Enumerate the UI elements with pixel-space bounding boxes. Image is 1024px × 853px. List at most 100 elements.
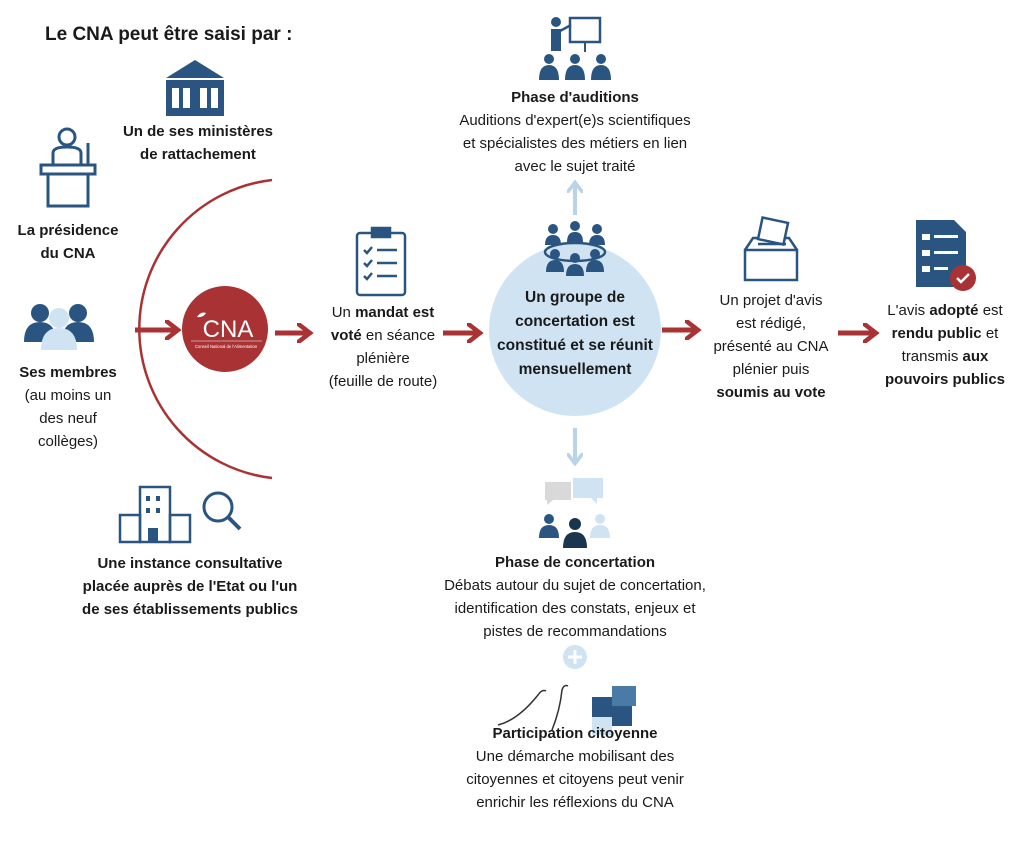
text-line: identification des constats, enjeux et	[444, 597, 706, 620]
text-segment: du CNA	[40, 245, 96, 262]
podium-speaker-icon	[39, 127, 97, 208]
text-segment: Un de ses ministères	[122, 123, 274, 140]
text-line: et spécialistes des métiers en lien	[459, 132, 690, 155]
text-segment: rendu public	[891, 325, 982, 342]
text-line: collèges)	[19, 430, 117, 453]
diagram-title: Le CNA peut être saisi par :	[45, 24, 293, 45]
approved-document-icon	[916, 220, 976, 291]
text-line: présenté au CNA	[713, 335, 828, 358]
text-line: Débats autour du sujet de concertation,	[444, 574, 706, 597]
text-segment: plénière	[356, 350, 410, 367]
text-line: Ses membres	[19, 361, 117, 384]
text-segment: enrichir les réflexions du CNA	[476, 794, 674, 811]
text-line: plénier puis	[713, 358, 828, 381]
text-segment: pistes de recommandations	[483, 623, 667, 640]
text-line: Phase de concertation	[444, 551, 706, 574]
text-segment: constitué et se réunit	[497, 337, 653, 354]
text-segment: et	[981, 325, 999, 342]
phase-concertation-text: Phase de concertation Débats autour du su…	[444, 551, 706, 643]
source-members-text: Ses membres (au moins un des neuf collèges)	[19, 361, 117, 453]
text-line: Phase d'auditions	[459, 86, 690, 109]
text-line: de ses établissements publics	[82, 598, 298, 621]
text-line: soumis au vote	[713, 381, 828, 404]
text-line: Un mandat est	[329, 301, 437, 324]
text-segment: présenté au CNA	[713, 338, 829, 355]
hands-puzzle-icon	[497, 684, 636, 735]
text-line: du CNA	[18, 242, 119, 265]
text-segment: voté	[330, 327, 362, 344]
group-circle	[489, 244, 661, 416]
text-line: pouvoirs publics	[885, 368, 1005, 391]
text-segment: L'avis	[887, 302, 930, 319]
source-presidency-text: La présidence du CNA	[18, 219, 119, 265]
text-segment: Débats autour du sujet de concertation,	[444, 577, 706, 594]
text-segment: (au moins un	[24, 387, 112, 404]
text-segment: collèges)	[37, 433, 99, 450]
text-line: La présidence	[18, 219, 119, 242]
text-segment: avec le sujet traité	[514, 158, 636, 175]
text-segment: Un groupe de	[525, 289, 625, 306]
text-segment: transmis	[901, 348, 963, 365]
text-line: avec le sujet traité	[459, 155, 690, 178]
svg-text:CNA: CNA	[203, 316, 254, 343]
text-segment: mandat est	[355, 304, 435, 321]
ballot-box-icon	[743, 216, 799, 282]
text-line: Une démarche mobilisant des	[466, 745, 684, 768]
text-segment: Un projet d'avis	[719, 292, 823, 309]
text-segment: est	[978, 302, 1003, 319]
text-segment: Participation citoyenne	[492, 725, 658, 742]
text-segment: Une démarche mobilisant des	[475, 748, 675, 765]
text-segment: et spécialistes des métiers en lien	[462, 135, 688, 152]
people-group-icon	[24, 304, 94, 350]
text-line: plénière	[329, 347, 437, 370]
text-segment: Une instance consultative	[97, 555, 283, 572]
text-line: Un de ses ministères	[123, 120, 273, 143]
step-group-text: Un groupe de concertation est constitué et…	[497, 286, 653, 382]
text-segment: placée auprès de l'Etat ou l'un	[82, 578, 298, 595]
text-segment: aux	[962, 348, 989, 365]
text-line: Un groupe de	[497, 286, 653, 310]
text-segment: soumis au vote	[716, 384, 826, 401]
text-segment: concertation est	[515, 313, 635, 330]
text-line: de rattachement	[123, 143, 273, 166]
text-segment: plénier puis	[732, 361, 810, 378]
text-line: Une instance consultative	[82, 552, 298, 575]
text-segment: Ses membres	[19, 364, 117, 381]
text-segment: pouvoirs publics	[884, 371, 1006, 388]
discussion-people-icon	[539, 478, 610, 548]
text-segment: Auditions d'expert(e)s scientifiques	[459, 112, 691, 129]
text-line: (au moins un	[19, 384, 117, 407]
phase-auditions-text: Phase d'auditions Auditions d'expert(e)s …	[459, 86, 690, 178]
building-magnifier-icon	[118, 485, 242, 544]
phase-citizen-text: Participation citoyenne Une démarche mobi…	[466, 722, 684, 814]
text-line: Participation citoyenne	[466, 722, 684, 745]
text-segment: La présidence	[17, 222, 119, 239]
text-segment: en séance	[361, 327, 436, 344]
plus-icon	[563, 645, 587, 669]
cna-logo: CNA Conseil National de l'Alimentation	[182, 286, 268, 372]
text-line: concertation est	[497, 310, 653, 334]
text-segment: Phase d'auditions	[511, 89, 639, 106]
step-public-text: L'avis adopté est rendu public et transmis…	[885, 299, 1005, 391]
text-segment: Phase de concertation	[494, 554, 656, 571]
text-line: pistes de recommandations	[444, 620, 706, 643]
clipboard-checklist-icon	[355, 226, 407, 297]
text-line: placée auprès de l'Etat ou l'un	[82, 575, 298, 598]
text-line: L'avis adopté est	[885, 299, 1005, 322]
text-line: transmis aux	[885, 345, 1005, 368]
text-line: rendu public et	[885, 322, 1005, 345]
text-line: constitué et se réunit	[497, 334, 653, 358]
presentation-audience-icon	[539, 16, 611, 80]
text-line: Un projet d'avis	[713, 289, 828, 312]
text-segment: de ses établissements publics	[82, 601, 298, 618]
text-line: citoyennes et citoyens peut venir	[466, 768, 684, 791]
text-segment: Un	[331, 304, 356, 321]
text-segment: adopté	[929, 302, 979, 319]
text-segment: est rédigé,	[735, 315, 807, 332]
text-segment: de rattachement	[140, 146, 256, 163]
text-line: voté en séance	[329, 324, 437, 347]
text-segment: des neuf	[39, 410, 97, 427]
source-ministry-text: Un de ses ministères de rattachement	[123, 120, 273, 166]
text-segment: citoyennes et citoyens peut venir	[466, 771, 684, 788]
step-mandate-text: Un mandat est voté en séance plénière (feui…	[329, 301, 437, 393]
